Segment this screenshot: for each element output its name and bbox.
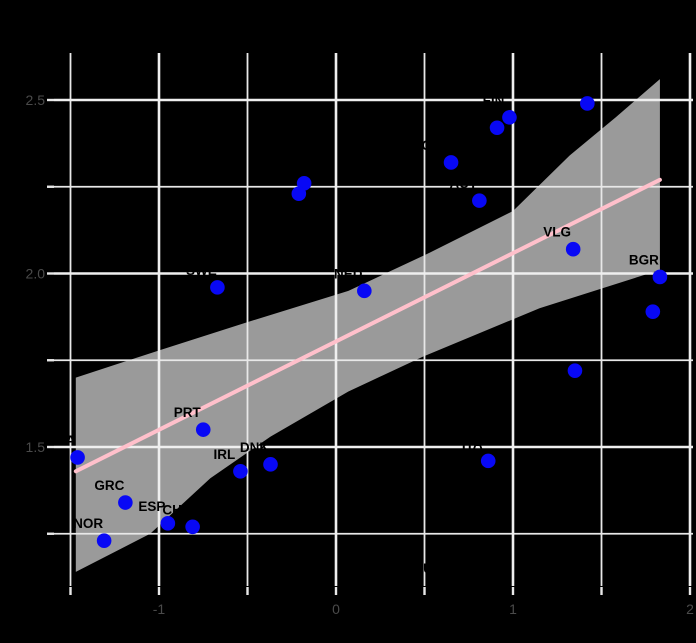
data-point-layer <box>70 96 668 548</box>
point-label: BGR <box>629 252 659 267</box>
x-tick-label: 2 <box>686 601 694 617</box>
point-label-layer: FIN CZE AUT SWE NED VLG BGR ITA PRT IRL DNK FRA GRC E… <box>48 93 659 576</box>
point-label: CHE <box>162 502 191 517</box>
y-tick-label: 2.5 <box>26 92 46 108</box>
axis-tick-layer <box>47 98 692 595</box>
point-label: DNK <box>240 440 269 455</box>
data-point <box>195 422 211 437</box>
axis-text-layer: 2.5 2.0 1.5 -1 0 1 2 <box>26 92 695 617</box>
point-label: FRA <box>48 433 76 448</box>
data-point <box>160 516 176 531</box>
stray-point-label: HUN <box>413 561 442 576</box>
data-point <box>567 363 583 378</box>
data-point <box>472 193 487 208</box>
data-point <box>489 120 505 136</box>
regression-line <box>73 177 662 474</box>
data-point <box>263 457 278 472</box>
point-label: NOR <box>73 516 103 531</box>
x-tick-label: 0 <box>332 601 340 617</box>
point-label: SWE <box>186 263 217 278</box>
x-tick-label: -1 <box>153 601 166 617</box>
data-point <box>233 463 248 479</box>
data-point <box>70 450 85 465</box>
point-label: PRT <box>174 405 202 420</box>
data-point <box>580 96 595 111</box>
point-label: GRC <box>94 478 124 493</box>
regression-line-layer <box>73 177 662 474</box>
data-point <box>565 241 581 257</box>
data-point <box>652 269 668 285</box>
point-label: CZE <box>422 138 449 153</box>
point-label: ITA <box>462 436 483 451</box>
data-point <box>96 533 112 548</box>
point-label: AUT <box>449 176 477 191</box>
point-label: IRL <box>214 447 236 462</box>
data-point <box>443 155 459 170</box>
data-point <box>210 280 225 295</box>
y-tick-label: 2.0 <box>26 266 46 282</box>
data-point <box>502 110 517 125</box>
data-point <box>291 186 307 201</box>
data-point <box>357 283 372 299</box>
point-label: NED <box>334 266 363 281</box>
data-point <box>480 453 496 469</box>
x-tick-label: 1 <box>509 601 517 617</box>
y-tick-label: 1.5 <box>26 439 46 455</box>
point-label: ESP <box>138 499 165 514</box>
data-point <box>645 304 661 319</box>
point-label: FIN <box>483 93 505 108</box>
data-point <box>185 519 200 535</box>
data-point <box>118 495 133 510</box>
point-label: VLG <box>543 225 571 240</box>
